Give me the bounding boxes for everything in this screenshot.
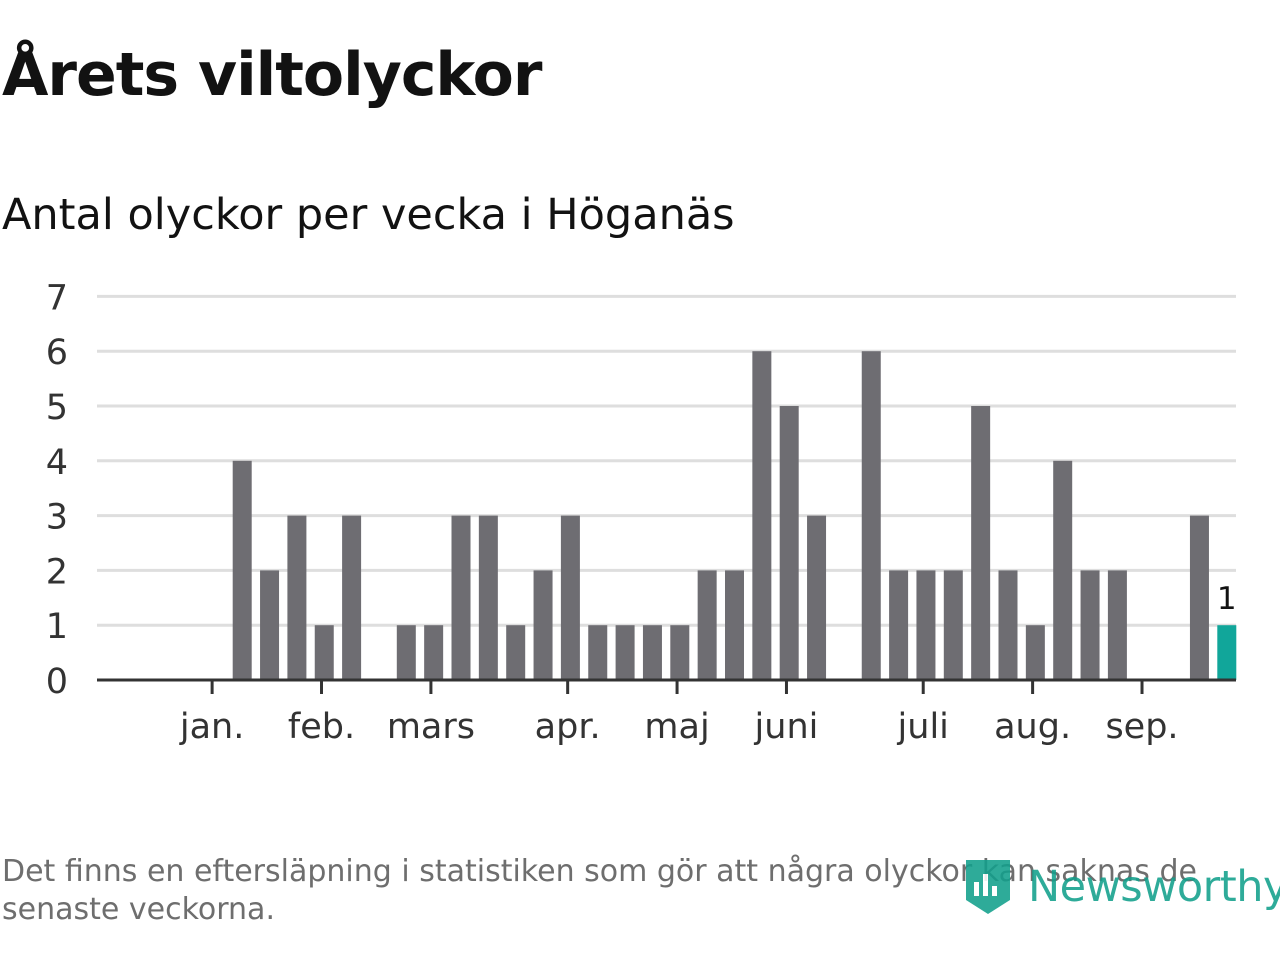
bar	[1080, 570, 1100, 680]
bar	[342, 515, 362, 680]
bars	[232, 351, 1237, 680]
bar	[506, 625, 526, 680]
bar	[1025, 625, 1045, 680]
bar	[642, 625, 662, 680]
bar	[1053, 460, 1073, 680]
y-tick-label: 6	[46, 333, 68, 373]
bar	[943, 570, 963, 680]
bar	[478, 515, 498, 680]
bar	[424, 625, 444, 680]
y-tick-label: 3	[46, 498, 68, 538]
bar	[670, 625, 690, 680]
bar	[396, 625, 416, 680]
bar	[861, 351, 881, 680]
x-tick-label: mars	[387, 707, 475, 747]
y-axis-ticks: 0 1 2 3 4 5 6 7	[46, 278, 68, 702]
x-tick-label: aug.	[994, 707, 1071, 747]
bar	[697, 570, 717, 680]
newsworthy-logo: Newsworthy	[962, 856, 1280, 918]
bar-chart: 0 1 2 3 4 5 6 7 jan. feb. mars apr. maj juni juli aug.…	[46, 278, 1237, 747]
y-tick-label: 7	[46, 278, 68, 318]
data-labels: 1	[1217, 581, 1237, 617]
bar	[779, 406, 799, 680]
chart-subtitle: Antal olyckor per vecka i Höganäs	[2, 190, 735, 240]
x-tick-label: maj	[644, 707, 709, 747]
bar	[971, 406, 991, 680]
bar-highlight	[1217, 625, 1237, 680]
bar	[916, 570, 936, 680]
bar	[725, 570, 744, 680]
bar	[588, 625, 608, 680]
x-tick-label: feb.	[288, 707, 355, 747]
bar	[287, 515, 307, 680]
x-tick-label: apr.	[535, 707, 601, 747]
bar	[1107, 570, 1127, 680]
bar	[560, 515, 580, 680]
bar	[752, 351, 772, 680]
bar	[615, 625, 635, 680]
bar	[451, 515, 471, 680]
bar	[889, 570, 909, 680]
bar-chart-logo-icon	[966, 860, 1010, 914]
y-tick-label: 5	[46, 388, 68, 428]
y-tick-label: 1	[46, 607, 68, 647]
y-tick-label: 4	[46, 443, 68, 483]
bar	[1189, 515, 1209, 680]
x-tick-label: jan.	[179, 707, 244, 747]
gridlines	[97, 294, 1236, 627]
bar	[533, 570, 553, 680]
x-axis-ticks: jan. feb. mars apr. maj juni juli aug. sep.	[179, 680, 1179, 747]
brand-name: Newsworthy	[1028, 862, 1280, 912]
bar	[998, 570, 1018, 680]
bar	[314, 625, 334, 680]
bar	[807, 515, 827, 680]
x-tick-label: juli	[897, 707, 949, 747]
x-tick-label: sep.	[1105, 707, 1178, 747]
chart-title: Årets viltolyckor	[2, 40, 542, 110]
bar	[260, 570, 280, 680]
y-tick-label: 0	[46, 662, 68, 702]
bar	[232, 460, 252, 680]
y-tick-label: 2	[46, 552, 68, 592]
x-tick-label: juni	[754, 707, 819, 747]
data-label: 1	[1217, 581, 1237, 617]
